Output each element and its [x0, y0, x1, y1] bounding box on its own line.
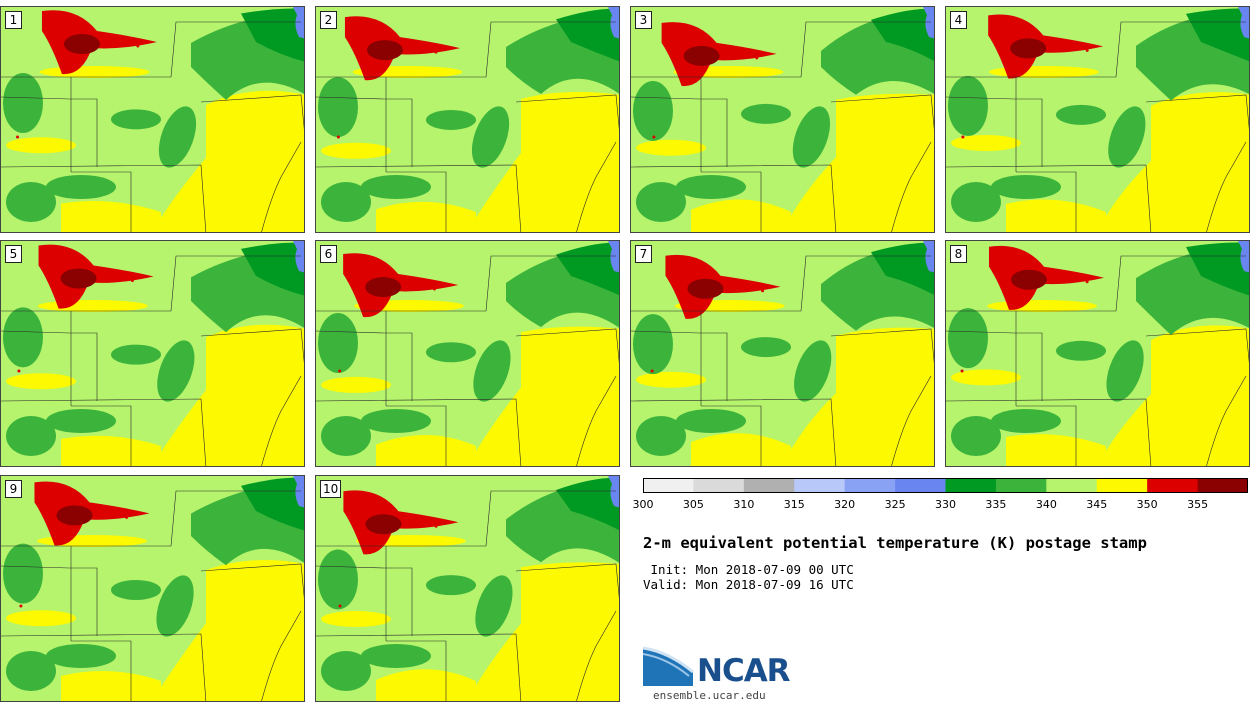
colorbar-segment [995, 478, 1047, 493]
colorbar-tick-label: 315 [783, 498, 805, 511]
logo-name: NCAR [697, 653, 791, 689]
member-panel-8: 8 [945, 240, 1250, 467]
init-time: Init: Mon 2018-07-09 00 UTC [643, 562, 854, 577]
member-label: 2 [320, 11, 337, 29]
colorbar-tick-label: 305 [682, 498, 704, 511]
logo-url: ensemble.ucar.edu [653, 689, 766, 702]
map-10 [316, 476, 619, 701]
colorbar-tick-label: 310 [733, 498, 755, 511]
member-panel-10: 10 [315, 475, 620, 702]
map-3 [631, 7, 934, 232]
colorbar-tick-label: 320 [834, 498, 856, 511]
map-5 [1, 241, 304, 466]
colorbar-tick-label: 300 [632, 498, 654, 511]
colorbar-tick-label: 325 [884, 498, 906, 511]
map-9 [1, 476, 304, 701]
map-1 [1, 7, 304, 232]
colorbar-segment [1197, 478, 1248, 493]
member-panel-4: 4 [945, 6, 1250, 233]
colorbar-segment [743, 478, 795, 493]
member-panel-2: 2 [315, 6, 620, 233]
colorbar [643, 478, 1248, 493]
colorbar-segment [895, 478, 946, 493]
map-4 [946, 7, 1249, 232]
member-panel-7: 7 [630, 240, 935, 467]
colorbar-tick-label: 350 [1136, 498, 1158, 511]
colorbar-tick-label: 355 [1187, 498, 1209, 511]
colorbar-tick-label: 340 [1035, 498, 1057, 511]
colorbar-segment [1046, 478, 1098, 493]
member-label: 6 [320, 245, 337, 263]
valid-time: Valid: Mon 2018-07-09 16 UTC [643, 577, 854, 592]
member-label: 3 [635, 11, 652, 29]
member-label: 5 [5, 245, 22, 263]
map-6 [316, 241, 619, 466]
colorbar-segment [945, 478, 997, 493]
member-label: 10 [320, 480, 342, 498]
map-2 [316, 7, 619, 232]
member-panel-3: 3 [630, 6, 935, 233]
map-8 [946, 241, 1249, 466]
chart-title: 2-m equivalent potential temperature (K)… [643, 534, 1147, 552]
colorbar-segment [1096, 478, 1148, 493]
member-panel-1: 1 [0, 6, 305, 233]
member-label: 9 [5, 480, 22, 498]
member-panel-9: 9 [0, 475, 305, 702]
member-label: 8 [950, 245, 967, 263]
member-label: 4 [950, 11, 967, 29]
map-7 [631, 241, 934, 466]
member-label: 7 [635, 245, 652, 263]
colorbar-tick-label: 335 [985, 498, 1007, 511]
member-panel-5: 5 [0, 240, 305, 467]
colorbar-segment [1147, 478, 1199, 493]
colorbar-tick-label: 330 [935, 498, 956, 511]
colorbar-segment [844, 478, 896, 493]
colorbar-segment [643, 478, 694, 493]
colorbar-tick-label: 345 [1086, 498, 1108, 511]
ncar-logo-icon [643, 646, 694, 686]
member-panel-6: 6 [315, 240, 620, 467]
colorbar-segment [794, 478, 846, 493]
member-label: 1 [5, 11, 22, 29]
colorbar-segment [693, 478, 745, 493]
